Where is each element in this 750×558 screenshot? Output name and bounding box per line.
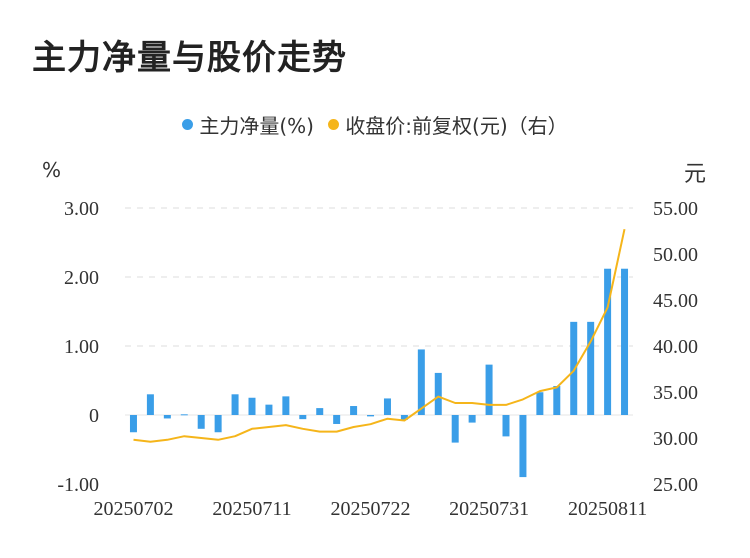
- bar-net-flow[interactable]: [333, 415, 341, 424]
- bar-net-flow[interactable]: [417, 349, 425, 415]
- bar-net-flow[interactable]: [468, 415, 476, 423]
- x-tick-label: 20250811: [568, 498, 647, 520]
- bar-net-flow[interactable]: [502, 415, 510, 437]
- right-axis-unit: 元: [684, 162, 707, 187]
- bar-net-flow[interactable]: [536, 392, 544, 415]
- chart-title: 主力净量与股价走势: [32, 38, 347, 78]
- y-left-tick-label: 1.00: [64, 336, 99, 358]
- bar-net-flow[interactable]: [553, 386, 561, 415]
- bar-net-flow[interactable]: [519, 415, 527, 478]
- y-left-tick-label: 0: [89, 405, 99, 427]
- legend-bar-label: 主力净量(%): [199, 114, 314, 138]
- legend-item-close-price[interactable]: 收盘价:前复权(元)（右）: [328, 110, 568, 139]
- bar-net-flow[interactable]: [282, 396, 290, 415]
- bar-net-flow[interactable]: [248, 397, 256, 415]
- y-left-tick-label: 3.00: [64, 198, 99, 220]
- bar-net-flow[interactable]: [163, 415, 171, 419]
- bar-net-flow[interactable]: [434, 372, 442, 415]
- bar-net-flow[interactable]: [129, 415, 137, 433]
- x-tick-label: 20250731: [449, 498, 529, 520]
- bar-net-flow[interactable]: [587, 321, 595, 415]
- x-tick-label: 20250711: [212, 498, 291, 520]
- bar-net-flow[interactable]: [197, 415, 205, 429]
- bar-net-flow[interactable]: [265, 404, 273, 415]
- y-right-tick-label: 35.00: [653, 382, 698, 404]
- legend: 主力净量(%) 收盘价:前复权(元)（右）: [0, 110, 750, 139]
- line-series: [133, 228, 626, 443]
- x-tick-label: 20250702: [93, 498, 173, 520]
- left-axis-unit: %: [42, 158, 62, 182]
- bar-net-flow[interactable]: [451, 415, 459, 443]
- bar-net-flow[interactable]: [400, 415, 408, 420]
- legend-item-net-flow[interactable]: 主力净量(%): [182, 110, 314, 139]
- bar-net-flow[interactable]: [231, 394, 239, 415]
- bar-net-flow[interactable]: [570, 321, 578, 415]
- bar-net-flow[interactable]: [214, 415, 222, 433]
- y-right-tick-label: 50.00: [653, 244, 698, 266]
- y-right-tick-label: 55.00: [653, 198, 698, 220]
- bar-net-flow[interactable]: [621, 268, 629, 415]
- y-right-tick-label: 45.00: [653, 290, 698, 312]
- y-right-tick-label: 30.00: [653, 428, 698, 450]
- bar-series: [129, 268, 629, 478]
- tick-labels: -1.00 0 1.00 2.00 3.00 25.00 30.00 35.00 40.00 45…: [57, 198, 698, 520]
- bar-net-flow[interactable]: [485, 364, 493, 415]
- bar-net-flow[interactable]: [367, 415, 375, 417]
- y-left-tick-label: -1.00: [57, 474, 99, 496]
- legend-line-marker: [328, 119, 340, 130]
- bar-net-flow[interactable]: [350, 406, 358, 415]
- bar-net-flow[interactable]: [180, 414, 188, 416]
- bar-net-flow[interactable]: [146, 394, 154, 415]
- bar-net-flow[interactable]: [299, 415, 307, 420]
- legend-bar-marker: [182, 119, 194, 130]
- y-right-tick-label: 40.00: [653, 336, 698, 358]
- bar-net-flow[interactable]: [604, 268, 612, 415]
- bar-net-flow[interactable]: [383, 398, 391, 415]
- line-close-price[interactable]: [133, 228, 626, 443]
- legend-line-label: 收盘价:前复权(元)（右）: [345, 114, 568, 138]
- grid-layer: [125, 207, 633, 416]
- bar-net-flow[interactable]: [316, 408, 324, 415]
- y-right-tick-label: 25.00: [653, 474, 698, 496]
- x-tick-label: 20250722: [331, 498, 411, 520]
- y-left-tick-label: 2.00: [64, 267, 99, 289]
